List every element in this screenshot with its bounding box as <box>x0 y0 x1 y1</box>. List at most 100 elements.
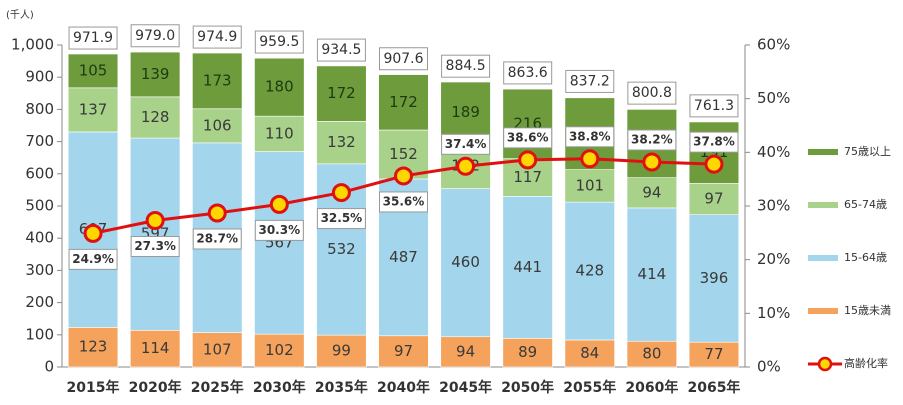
line-marker <box>394 166 413 186</box>
y-tick-label: 100 <box>25 325 54 343</box>
bar-value-label: 123 <box>79 338 108 356</box>
total-label: 974.9 <box>192 25 242 49</box>
legend-label: 65-74歳 <box>844 198 887 211</box>
line-label-box <box>379 191 428 213</box>
line-value-label: 37.8% <box>693 135 735 149</box>
line-label-box <box>254 219 304 241</box>
total-label: 979.0 <box>130 24 180 48</box>
bar-segment <box>564 169 615 203</box>
bar-segment <box>192 52 243 110</box>
bar-segment <box>67 327 119 368</box>
bar-segment <box>378 74 429 131</box>
bar-value-label: 114 <box>141 339 170 357</box>
bar-value-label: 101 <box>575 176 604 194</box>
bar-value-label: 106 <box>203 116 232 134</box>
legend-swatch <box>808 202 838 208</box>
bar-value-label: 172 <box>327 84 356 102</box>
bar-segment <box>688 341 740 368</box>
x-tick-label: 2030年 <box>253 379 306 396</box>
bar-value-label: 487 <box>389 248 418 266</box>
total-text: 979.0 <box>135 28 175 44</box>
bar-value-label: 180 <box>265 78 294 96</box>
total-text: 761.3 <box>694 98 734 114</box>
line-value-label: 28.7% <box>196 231 238 245</box>
bar-segment <box>502 196 553 339</box>
total-box <box>68 26 118 50</box>
x-tick-label: 2035年 <box>315 379 368 396</box>
total-box <box>130 24 180 48</box>
bar-segment <box>254 57 305 117</box>
legend-swatch-marker <box>817 356 833 372</box>
x-tick-label: 2060年 <box>625 379 678 396</box>
y-tick-label: 600 <box>25 164 54 182</box>
line-marker <box>704 154 724 174</box>
total-text: 934.5 <box>321 42 361 58</box>
line-marker <box>518 150 538 170</box>
total-box <box>254 30 304 54</box>
line-value-label: 37.4% <box>445 137 487 151</box>
total-text: 863.6 <box>508 65 548 81</box>
bar-value-label: 173 <box>203 71 232 89</box>
bar-value-label: 460 <box>451 253 480 271</box>
line-marker <box>580 149 600 169</box>
line-marker <box>83 223 103 243</box>
bar-value-label: 428 <box>575 262 604 280</box>
total-label: 800.8 <box>627 81 677 105</box>
line-marker <box>145 210 165 230</box>
x-tick-label: 2040年 <box>377 379 430 396</box>
bar-value-label: 77 <box>704 345 723 363</box>
total-text: 800.8 <box>632 85 672 101</box>
total-label: 907.6 <box>379 47 428 71</box>
line-label-box <box>503 127 553 149</box>
total-label: 837.2 <box>565 69 615 93</box>
bar-value-label: 94 <box>456 342 475 360</box>
total-box <box>441 54 491 78</box>
total-box <box>379 47 428 71</box>
y-tick-label: 0 <box>44 358 54 376</box>
bar-segment <box>316 334 367 368</box>
line-value-label: 38.2% <box>631 132 673 146</box>
bar-segment <box>440 81 491 144</box>
total-text: 837.2 <box>570 73 610 89</box>
bar-segment <box>626 177 678 209</box>
bar-value-label: 172 <box>389 93 418 111</box>
y-tick-label: 500 <box>25 197 54 215</box>
y2-tick-label: 0% <box>757 358 781 376</box>
line-label-box <box>441 133 491 155</box>
line-label-box <box>689 131 739 153</box>
bar-value-label: 117 <box>513 168 542 186</box>
total-text: 907.6 <box>383 51 423 67</box>
x-tick-label: 2055年 <box>563 379 616 396</box>
line-value-label: 38.6% <box>507 130 549 144</box>
x-tick-label: 2020年 <box>129 379 182 396</box>
legend-label: 75歳以上 <box>844 145 891 158</box>
bar-value-label: 99 <box>332 342 351 360</box>
bar-value-label: 97 <box>704 190 723 208</box>
bar-value-label: 105 <box>79 61 108 79</box>
total-box <box>503 61 553 85</box>
y-tick-label: 300 <box>25 261 54 279</box>
x-tick-label: 2065年 <box>687 379 740 396</box>
line-value-label: 27.3% <box>134 239 176 253</box>
y2-tick-label: 60% <box>757 36 790 54</box>
line-value-label: 32.5% <box>321 211 363 225</box>
total-label: 934.5 <box>316 38 366 62</box>
line-label-box <box>192 228 242 250</box>
legend-swatch <box>808 255 838 261</box>
total-text: 971.9 <box>73 30 113 46</box>
bar-segment <box>688 214 740 343</box>
bar-value-label: 89 <box>518 343 537 361</box>
bar-value-label: 132 <box>327 133 356 151</box>
bar-value-label: 137 <box>79 100 108 118</box>
bar-value-label: 396 <box>700 269 729 287</box>
y2-tick-label: 30% <box>757 197 790 215</box>
y-tick-label: 900 <box>25 68 54 86</box>
legend-swatch <box>808 149 838 155</box>
bar-value-label: 189 <box>451 103 480 121</box>
line-label-box <box>316 208 366 230</box>
bar-segment <box>192 108 243 144</box>
bar-value-label: 107 <box>203 340 232 358</box>
bar-value-label: 102 <box>265 341 294 359</box>
bar-value-label: 139 <box>141 65 170 83</box>
bar-segment <box>316 65 367 122</box>
